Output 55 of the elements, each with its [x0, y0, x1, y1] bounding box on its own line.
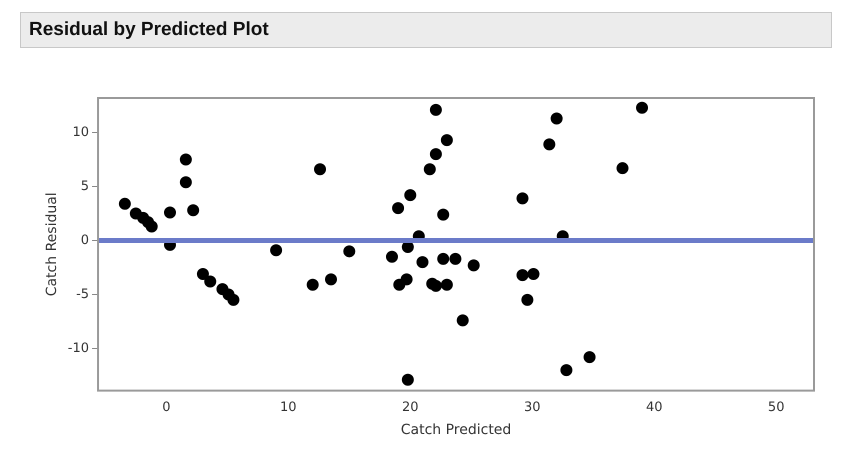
point: [227, 294, 240, 306]
y-tick-label: 5: [80, 178, 90, 194]
x-tick-label: 10: [280, 400, 297, 415]
y-tick-label: 10: [72, 124, 90, 140]
point: [430, 148, 442, 160]
point: [430, 104, 442, 116]
y-tick-label: -10: [68, 340, 90, 356]
point: [527, 268, 540, 280]
point: [468, 259, 480, 272]
point: [180, 176, 192, 188]
point: [324, 273, 337, 286]
point: [616, 162, 629, 174]
x-tick-label: 30: [524, 400, 541, 415]
point: [516, 269, 528, 282]
point: [437, 252, 450, 265]
y-axis-title: Catch Residual: [44, 192, 60, 296]
point: [270, 244, 282, 256]
point: [416, 256, 428, 268]
point: [516, 192, 528, 204]
point: [402, 374, 414, 386]
point: [146, 220, 158, 232]
x-tick-label: 40: [646, 400, 662, 415]
point: [636, 102, 648, 114]
point: [180, 154, 192, 166]
point: [404, 189, 416, 202]
point: [392, 202, 404, 214]
x-tick-label: 50: [768, 400, 784, 415]
x-axis-title: Catch Predicted: [400, 422, 512, 438]
point: [400, 273, 413, 286]
point: [560, 364, 572, 376]
point: [187, 204, 200, 216]
point: [204, 276, 216, 288]
point: [456, 314, 469, 326]
chart-title: Residual by Predicted Plot: [20, 12, 832, 48]
point: [196, 268, 209, 280]
point: [306, 278, 319, 291]
point: [543, 138, 556, 150]
y-tick-label: -5: [76, 286, 90, 302]
point: [118, 198, 131, 210]
point: [424, 163, 436, 176]
point: [521, 294, 534, 306]
x-tick-label: 20: [402, 400, 419, 415]
point: [550, 112, 563, 125]
point: [314, 163, 326, 176]
point: [449, 252, 462, 265]
point: [584, 351, 596, 364]
point: [440, 278, 453, 291]
point: [437, 208, 450, 221]
point: [440, 134, 453, 146]
point: [164, 206, 176, 218]
point: [386, 250, 398, 263]
point: [343, 245, 356, 258]
point: [430, 280, 442, 292]
x-tick-label: 0: [162, 400, 170, 415]
y-tick-label: 0: [80, 232, 90, 248]
